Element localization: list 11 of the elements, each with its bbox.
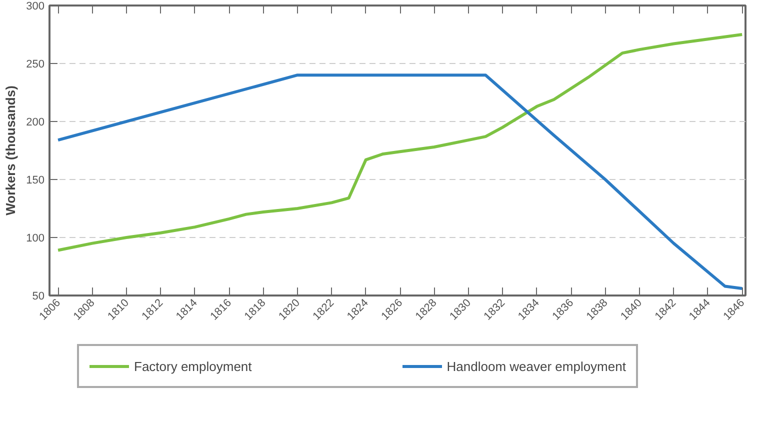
- y-tick-label: 50: [32, 290, 45, 302]
- line-series: [56, 33, 744, 252]
- y-tick-label: 150: [26, 174, 45, 186]
- y-tick-label: 250: [26, 58, 45, 70]
- y-tick-label: 300: [26, 0, 45, 12]
- legend-label: Handloom weaver employment: [446, 358, 626, 374]
- legend-label: Factory employment: [134, 358, 252, 374]
- line-series: [56, 74, 744, 290]
- y-tick-label: 200: [26, 116, 45, 128]
- y-axis-title: Workers (thousands): [3, 86, 18, 216]
- y-tick-label: 100: [26, 232, 45, 244]
